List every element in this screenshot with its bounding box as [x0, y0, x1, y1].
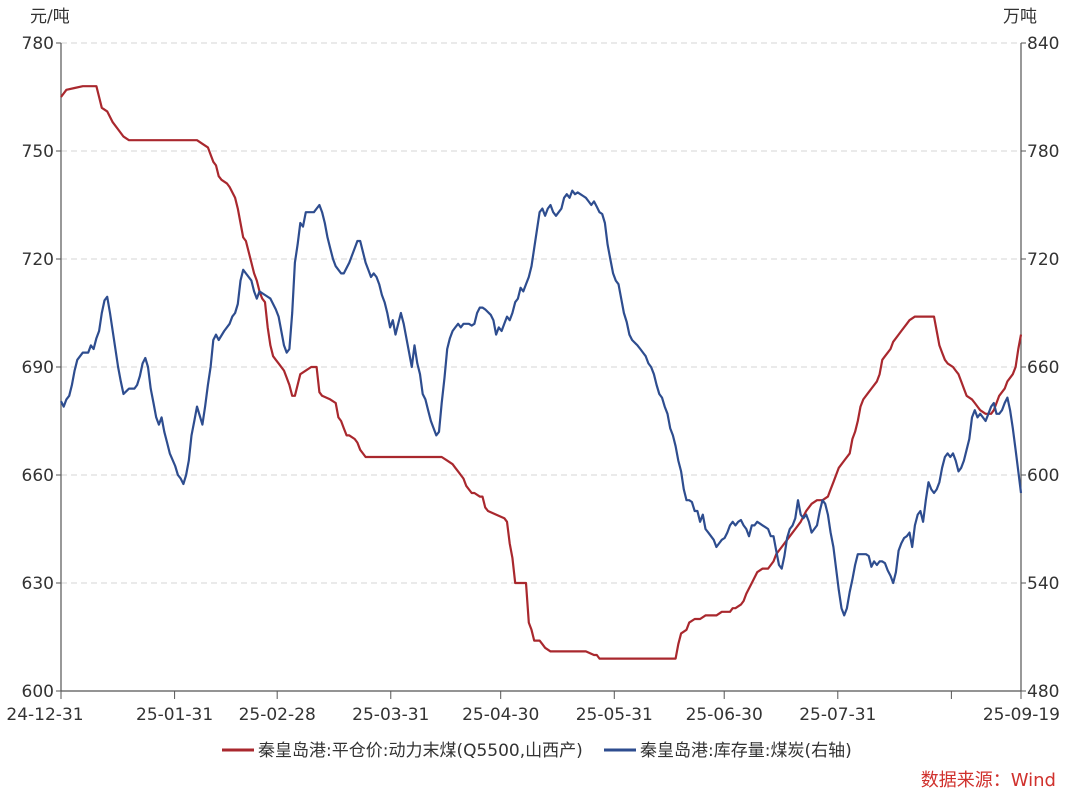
- x-tick-labels: 24-12-31 25-01-31 25-02-28 25-03-31 25-04-30…: [6, 705, 1060, 725]
- y-right-tick-label: 480: [1027, 682, 1059, 702]
- legend-label-price: 秦皇岛港:平仓价:动力末煤(Q5500,山西产): [258, 741, 583, 761]
- legend-label-inventory: 秦皇岛港:库存量:煤炭(右轴): [640, 741, 852, 761]
- y-left-tick-label: 780: [22, 34, 54, 54]
- x-tick-label: 25-06-30: [686, 705, 763, 725]
- y-right-tick-label: 840: [1027, 34, 1059, 54]
- x-tick-label: 24-12-31: [6, 705, 83, 725]
- y-right-tick-labels: 480 540 600 660 720 780 840: [1027, 34, 1059, 702]
- y-left-tick-labels: 600 630 660 690 720 750 780: [22, 34, 54, 702]
- y-left-tick-label: 720: [22, 250, 54, 270]
- series-lines: [60, 85, 1023, 660]
- y-left-tick-label: 750: [22, 142, 54, 162]
- y-right-tick-label: 780: [1027, 142, 1059, 162]
- left-axis-unit: 元/吨: [30, 7, 70, 27]
- series-line-price: [60, 85, 1023, 660]
- grid-lines: [61, 42, 1021, 584]
- y-right-tick-label: 660: [1027, 358, 1059, 378]
- x-tick-label: 25-04-30: [462, 705, 539, 725]
- x-tick-label: 25-02-28: [239, 705, 316, 725]
- x-tick-label: 25-01-31: [136, 705, 213, 725]
- y-left-tick-label: 630: [22, 574, 54, 594]
- x-tick-label: 25-07-31: [799, 705, 876, 725]
- series-line-inventory: [60, 189, 1023, 617]
- y-left-tick-label: 600: [22, 682, 54, 702]
- legend: 秦皇岛港:平仓价:动力末煤(Q5500,山西产) 秦皇岛港:库存量:煤炭(右轴): [222, 741, 852, 761]
- y-left-tick-label: 660: [22, 466, 54, 486]
- x-tick-label: 25-09-19: [983, 705, 1060, 725]
- x-tick-label: 25-03-31: [352, 705, 429, 725]
- right-axis-unit: 万吨: [1003, 7, 1037, 27]
- source-label: 数据来源：Wind: [921, 770, 1056, 791]
- y-right-tick-label: 540: [1027, 574, 1059, 594]
- x-tick-label: 25-05-31: [576, 705, 653, 725]
- axes: [56, 42, 1026, 699]
- y-right-tick-label: 600: [1027, 466, 1059, 486]
- y-right-tick-label: 720: [1027, 250, 1059, 270]
- y-left-tick-label: 690: [22, 358, 54, 378]
